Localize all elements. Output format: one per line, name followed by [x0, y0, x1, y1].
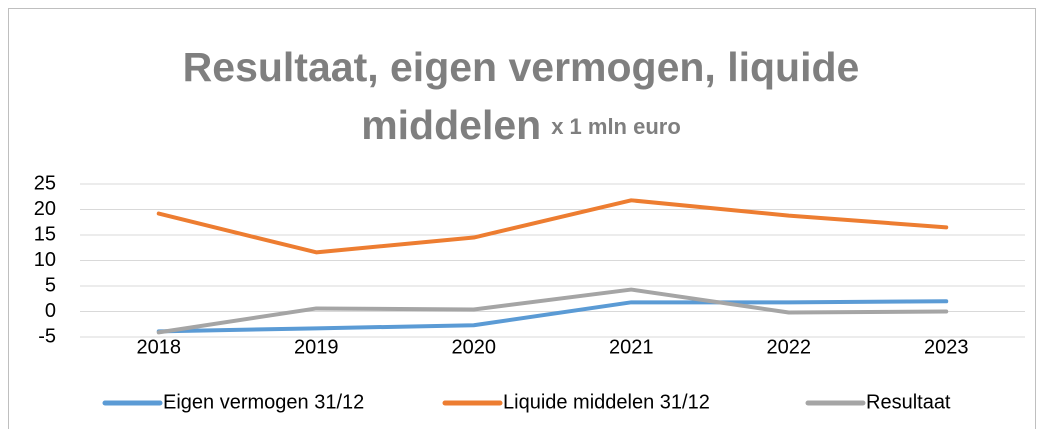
x-tick-label: 2023 [924, 336, 969, 358]
y-tick-label: 25 [34, 172, 56, 194]
y-tick-label: -5 [38, 325, 56, 347]
y-tick-label: 10 [34, 249, 56, 271]
chart-subtitle: x 1 mln euro [551, 114, 681, 139]
y-tick-label: 20 [34, 198, 56, 220]
x-tick-label: 2021 [609, 336, 654, 358]
chart-title: middelen [361, 102, 541, 148]
chart-title-line1: Resultaat, eigen vermogen, liquide [183, 44, 860, 90]
x-tick-label: 2020 [452, 336, 497, 358]
y-tick-label: 15 [34, 223, 56, 245]
legend-label: Eigen vermogen 31/12 [163, 391, 364, 413]
legend-label: Resultaat [866, 391, 951, 413]
x-tick-label: 2022 [767, 336, 812, 358]
series-line [156, 299, 949, 334]
y-tick-label: 0 [45, 300, 56, 322]
x-tick-label: 2019 [294, 336, 339, 358]
series-line [156, 198, 949, 255]
series-line [156, 287, 949, 335]
legend-label: Liquide middelen 31/12 [503, 391, 710, 413]
chart-title-line2: middelen x 1 mln euro [361, 102, 681, 148]
y-tick-label: 5 [45, 274, 56, 296]
x-tick-label: 2018 [137, 336, 182, 358]
